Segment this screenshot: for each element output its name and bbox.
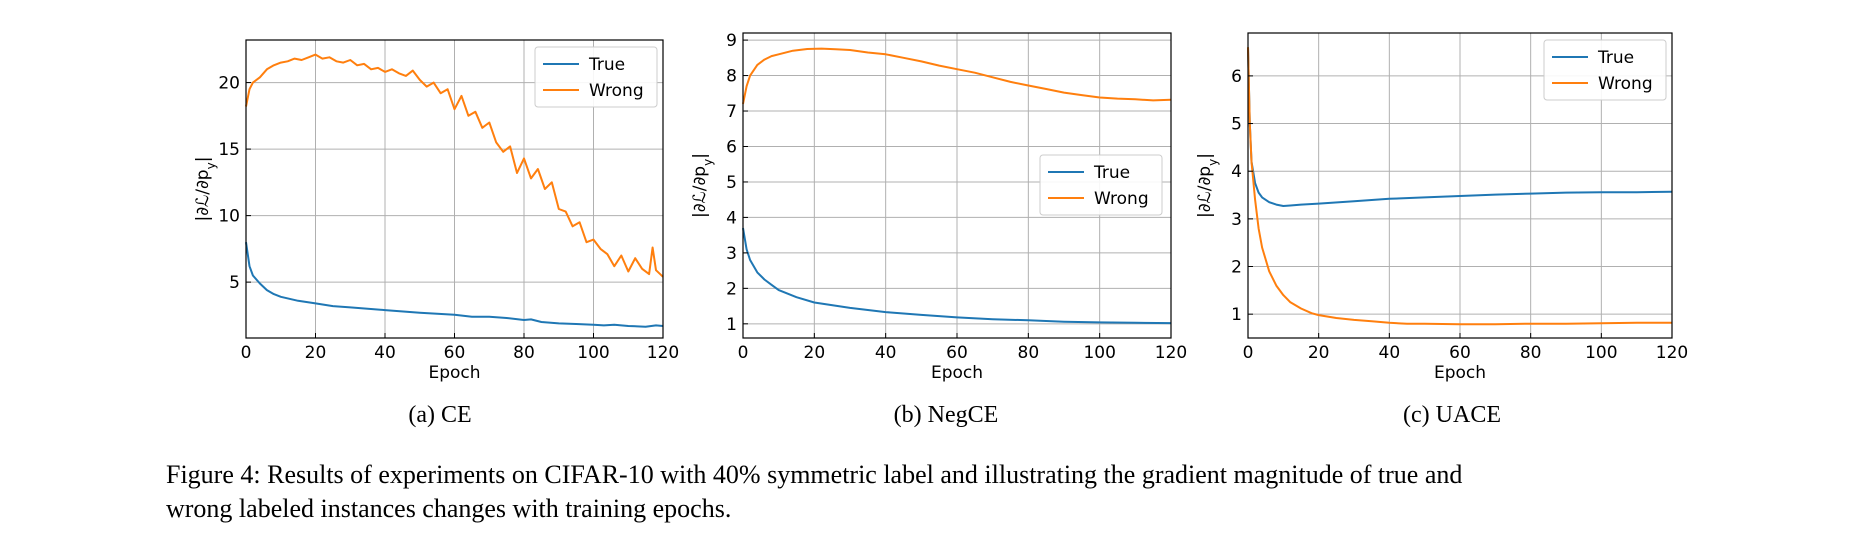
x-axis-label: Epoch	[428, 363, 480, 383]
y-tick-label: 3	[726, 244, 737, 264]
y-tick-label: 1	[726, 315, 737, 335]
legend-label-wrong: Wrong	[1094, 189, 1149, 209]
y-axis-label: |∂ℒ/∂py|	[690, 153, 715, 218]
legend-label-wrong: Wrong	[1598, 74, 1653, 94]
y-tick-label: 8	[726, 67, 737, 87]
y-tick-label: 2	[726, 279, 737, 299]
x-tick-label: 100	[577, 343, 609, 363]
subcaption-c: (c) UACE	[1403, 402, 1501, 428]
legend-label-true: True	[1597, 48, 1634, 68]
x-tick-label: 80	[1018, 343, 1040, 363]
y-axis-label: |∂ℒ/∂py|	[1195, 153, 1220, 218]
legend-box	[1039, 154, 1163, 216]
series-line-true	[742, 227, 1172, 325]
x-tick-label: 60	[946, 343, 968, 363]
x-tick-label: 80	[513, 343, 535, 363]
x-axis-label: Epoch	[1434, 363, 1486, 383]
legend-label-true: True	[1093, 163, 1130, 183]
figure-caption: Figure 4: Results of experiments on CIFA…	[166, 458, 1746, 526]
series-line-wrong	[742, 47, 1172, 105]
x-tick-label: 0	[1243, 343, 1254, 363]
panel-negce: 0 20 40 60 80 100 120 1 2 3 4 5 6 7 8 9 Epoch |∂ℒ/∂py| Tru…	[690, 31, 1187, 383]
legend-label-true: True	[588, 55, 625, 75]
x-tick-label: 40	[1379, 343, 1401, 363]
x-tick-label: 0	[738, 343, 749, 363]
legend-box	[534, 46, 658, 108]
caption-line-2: wrong labeled instances changes with tra…	[166, 494, 732, 523]
y-tick-label: 4	[726, 208, 737, 228]
y-tick-label: 5	[726, 173, 737, 193]
subcaption-a: (a) CE	[408, 402, 471, 428]
y-tick-label: 6	[726, 137, 737, 157]
x-tick-label: 100	[1585, 343, 1617, 363]
x-tick-label: 120	[1155, 343, 1187, 363]
x-tick-label: 60	[444, 343, 466, 363]
x-tick-label: 120	[647, 343, 679, 363]
series-line-wrong	[1247, 47, 1672, 326]
series-line-true	[1247, 47, 1673, 207]
legend-box	[1543, 39, 1667, 101]
y-tick-label: 3	[1231, 210, 1242, 230]
x-tick-label: 80	[1520, 343, 1542, 363]
series-line-wrong	[245, 53, 664, 278]
x-tick-label: 20	[305, 343, 327, 363]
legend-label-wrong: Wrong	[589, 81, 644, 101]
y-tick-label: 10	[218, 207, 240, 227]
x-tick-label: 100	[1083, 343, 1115, 363]
y-tick-label: 7	[726, 102, 737, 122]
y-tick-label: 9	[726, 31, 737, 51]
panel-uace: 0 20 40 60 80 100 120 1 2 3 4 5 6 Epoch |∂ℒ/∂py| True Wr…	[1195, 32, 1688, 383]
x-axis-label: Epoch	[931, 363, 983, 383]
y-tick-label: 5	[1231, 115, 1242, 135]
y-axis-label: |∂ℒ/∂py|	[193, 157, 218, 222]
caption-line-1: Figure 4: Results of experiments on CIFA…	[166, 460, 1463, 489]
x-tick-label: 40	[374, 343, 396, 363]
x-tick-label: 0	[241, 343, 252, 363]
panel-ce: 0 20 40 60 80 100 120 5 10 15 20 Epoch |∂ℒ/∂py| True W…	[193, 39, 679, 383]
x-tick-label: 20	[1308, 343, 1330, 363]
y-tick-label: 20	[218, 74, 240, 94]
x-tick-label: 40	[875, 343, 897, 363]
x-tick-label: 20	[804, 343, 826, 363]
x-tick-label: 60	[1449, 343, 1471, 363]
series-line-true	[245, 242, 664, 328]
x-tick-label: 120	[1656, 343, 1688, 363]
y-tick-label: 4	[1231, 162, 1242, 182]
subcaption-b: (b) NegCE	[894, 402, 999, 428]
y-tick-label: 2	[1231, 258, 1242, 278]
y-tick-label: 6	[1231, 67, 1242, 87]
y-tick-label: 5	[229, 273, 240, 293]
y-tick-label: 15	[218, 140, 240, 160]
y-tick-label: 1	[1231, 305, 1242, 325]
